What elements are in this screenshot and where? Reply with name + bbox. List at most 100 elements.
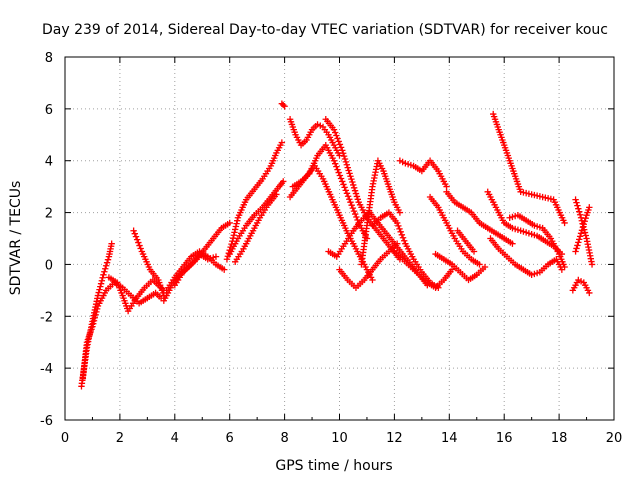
data-point [101,268,108,275]
series-track-u [396,157,450,190]
axis-ticks: 0 2 4 6 8 10 12 14 16 18 20 -6 -4 -2 0 2 4 6 8 [40,51,622,446]
data-point [330,126,338,133]
data-point [342,187,349,194]
data-point [344,164,351,171]
data-point [369,276,376,284]
data-point [232,223,240,230]
series-track-f [163,248,228,294]
data-point [339,150,347,157]
series-track-t [391,248,456,291]
data-point [396,209,404,216]
data-point [89,323,96,330]
data-point [354,196,361,203]
data-point [212,253,220,260]
data-point [92,311,99,319]
x-axis-label: GPS time / hours [275,458,392,474]
data-point [579,224,587,231]
data-point [572,196,579,203]
data-point [278,139,286,146]
data-point [231,226,239,233]
data-point [97,283,104,290]
x-tick-label: 14 [441,431,458,446]
data-point [97,280,105,287]
data-point [230,232,238,239]
data-point [572,248,579,255]
data-point [226,219,233,227]
series-track-s [369,209,442,291]
x-tick-label: 2 [116,431,124,446]
data-point [580,221,588,228]
chart-title: Day 239 of 2014, Sidereal Day-to-day VTE… [42,22,608,38]
data-point [130,227,137,234]
data-point [343,190,351,197]
data-point [333,132,340,139]
data-point [99,274,106,281]
grid-layer [65,57,614,420]
data-point [352,190,360,197]
series-track-k [278,100,288,110]
data-point [349,178,356,186]
data-point [348,201,355,209]
data-point [573,199,580,206]
data-point [353,213,360,221]
data-point [334,135,341,142]
data-point [137,245,144,252]
series-track-y [454,227,478,255]
series-track-af [572,204,593,255]
y-tick-label: 0 [45,258,53,273]
data-point [395,222,402,230]
data-point [93,305,101,313]
data-point [576,208,583,215]
data-point [574,202,581,209]
series-track-n [286,162,376,284]
data-point [280,101,287,109]
data-point [346,196,353,203]
data-point [398,231,406,238]
data-point [350,184,358,191]
y-tick-label: 8 [45,51,53,66]
data-point [96,286,103,293]
data-point [335,138,342,145]
series-track-r [358,157,404,268]
y-tick-label: 6 [45,103,53,118]
data-point [223,256,231,263]
data-point [573,245,580,252]
series-track-ae [569,276,593,297]
data-point [576,211,584,218]
series-track-ac [506,211,568,271]
data-point [330,157,338,164]
series-track-e [160,219,233,304]
data-point [581,218,588,225]
data-point [102,262,110,269]
y-tick-label: -2 [40,310,53,325]
x-tick-label: 0 [61,431,69,446]
data-point [341,155,349,163]
data-point [347,173,354,180]
x-tick-label: 20 [606,431,623,446]
data-point [351,210,359,218]
data-point [586,204,593,211]
data-point [576,233,584,240]
data-point [340,181,347,188]
data-point [393,219,401,227]
series-track-j [231,191,280,266]
data-point [350,181,357,189]
data-point [401,237,408,244]
data-point [576,236,583,243]
y-tick-label: 4 [45,155,53,170]
data-point [108,240,115,247]
series-track-d [130,227,168,299]
data-point [133,236,141,243]
data-point [339,147,346,154]
data-point [399,234,407,241]
data-point [578,227,586,234]
data-point [396,225,403,233]
y-tick-label: -4 [40,362,53,377]
data-point [353,193,361,200]
data-point [337,175,345,182]
data-point [335,169,342,176]
data-point [90,317,98,324]
x-tick-label: 18 [551,431,568,446]
data-point [561,219,568,227]
